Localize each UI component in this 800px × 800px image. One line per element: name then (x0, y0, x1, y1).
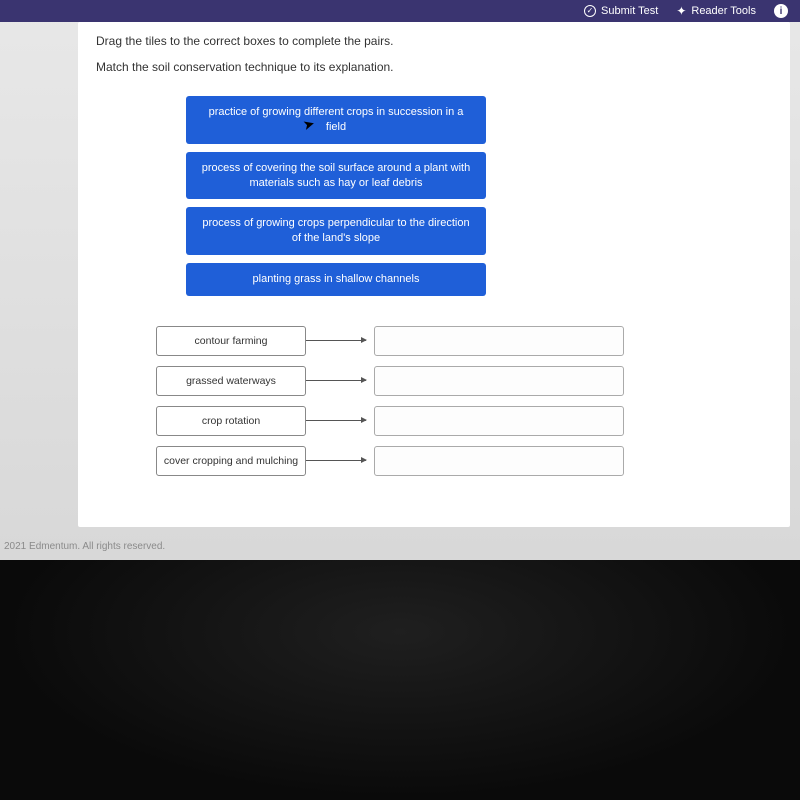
draggable-tile[interactable]: process of covering the soil surface aro… (186, 152, 486, 200)
drop-target[interactable] (374, 366, 624, 396)
draggable-tile[interactable]: planting grass in shallow channels (186, 263, 486, 296)
copyright-footer: 2021 Edmentum. All rights reserved. (4, 541, 165, 552)
pair-row: grassed waterways (156, 366, 772, 396)
draggable-tile[interactable]: practice of growing different crops in s… (186, 96, 486, 144)
reader-tools-button[interactable]: ✦ Reader Tools (676, 4, 756, 18)
reader-label: Reader Tools (691, 5, 756, 17)
pair-row: cover cropping and mulching (156, 446, 772, 476)
arrow-icon (306, 420, 366, 421)
instruction-1: Drag the tiles to the correct boxes to c… (96, 34, 772, 48)
pair-row: crop rotation (156, 406, 772, 436)
term-box: cover cropping and mulching (156, 446, 306, 476)
pairs-area: contour farming grassed waterways crop r… (156, 326, 772, 476)
check-icon: ✓ (584, 5, 596, 17)
pair-row: contour farming (156, 326, 772, 356)
arrow-icon (306, 380, 366, 381)
term-box: grassed waterways (156, 366, 306, 396)
drop-target[interactable] (374, 326, 624, 356)
screen-area: ✓ Submit Test ✦ Reader Tools i Drag the … (0, 0, 800, 560)
info-icon[interactable]: i (774, 4, 788, 18)
submit-label: Submit Test (601, 5, 658, 17)
drop-target[interactable] (374, 406, 624, 436)
draggable-tile[interactable]: process of growing crops perpendicular t… (186, 207, 486, 255)
tiles-area: practice of growing different crops in s… (186, 96, 772, 296)
term-box: contour farming (156, 326, 306, 356)
laptop-keyboard-area (0, 560, 800, 800)
question-card: Drag the tiles to the correct boxes to c… (78, 22, 790, 527)
top-bar: ✓ Submit Test ✦ Reader Tools i (0, 0, 800, 22)
submit-test-button[interactable]: ✓ Submit Test (584, 5, 658, 17)
arrow-icon (306, 460, 366, 461)
instruction-2: Match the soil conservation technique to… (96, 60, 772, 74)
term-box: crop rotation (156, 406, 306, 436)
drop-target[interactable] (374, 446, 624, 476)
wand-icon: ✦ (676, 4, 686, 18)
arrow-icon (306, 340, 366, 341)
